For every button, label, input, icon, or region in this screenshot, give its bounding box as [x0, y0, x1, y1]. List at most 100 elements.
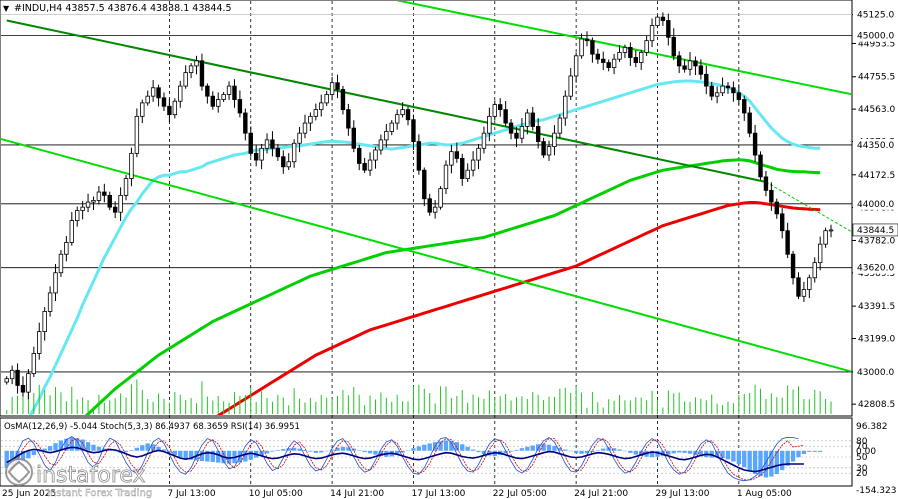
time-tick-label: 7 Jul 13:00 — [167, 489, 216, 499]
candle-body — [671, 36, 676, 57]
candle-body — [438, 188, 443, 208]
osma-bar — [568, 450, 573, 452]
candle-body — [828, 229, 834, 232]
candle-body — [221, 94, 226, 100]
rsi-line — [6, 446, 804, 473]
osma-bar — [536, 444, 541, 451]
candle-body — [720, 85, 725, 94]
osma-bar — [731, 450, 736, 462]
candle-body — [725, 85, 731, 89]
candle-body — [693, 60, 698, 67]
candle-body — [297, 132, 302, 144]
price-tick-label: 44953.5 — [858, 39, 895, 49]
candle-body — [123, 178, 129, 196]
candle-body — [394, 114, 400, 124]
price-tick-label: 44563.0 — [858, 105, 895, 115]
candle-body — [774, 201, 779, 215]
osma-bar — [687, 450, 693, 454]
dropdown-triangle-icon[interactable]: ▼ — [3, 4, 10, 13]
osma-bar — [763, 450, 769, 478]
candle-body — [140, 102, 145, 117]
osma-bar — [400, 450, 405, 453]
level-label-box — [853, 365, 898, 378]
candle-body — [178, 85, 183, 102]
candle-body — [53, 272, 58, 294]
candle-body — [736, 92, 742, 100]
osma-bar — [508, 450, 514, 452]
candle-body — [546, 146, 552, 156]
candle-body — [503, 109, 508, 124]
osma-bar — [525, 446, 530, 451]
candle-body — [573, 55, 579, 77]
level-labels: 45125.0 45000.0 44350.0 44000.0 43620.0 43000… — [852, 8, 898, 378]
osma-bar — [503, 450, 508, 454]
osma-bar — [584, 450, 590, 454]
candle-body — [275, 147, 281, 158]
candle-body — [232, 85, 237, 100]
candle-body — [552, 132, 557, 148]
candle-body — [584, 38, 590, 42]
osma-bar — [91, 444, 96, 451]
candle-body — [579, 38, 584, 57]
candle-body — [42, 311, 47, 333]
candle-body — [64, 242, 69, 255]
osma-bar — [85, 442, 91, 451]
osma-bar — [53, 443, 58, 451]
osma-bar — [465, 446, 470, 451]
symbol-header: #INDU,H4 43857.5 43876.4 43838.1 43844.5 — [14, 3, 232, 14]
candle-body — [535, 126, 541, 142]
candle-body — [150, 87, 156, 97]
osma-bar — [313, 450, 318, 453]
candle-body — [807, 277, 812, 290]
osma-bar — [264, 450, 270, 454]
osma-bar — [698, 450, 704, 457]
osma-bar — [37, 450, 42, 452]
level-label-box — [853, 138, 898, 151]
instaforex-logo-icon — [5, 458, 33, 486]
candle-body — [4, 378, 9, 383]
osma-bar — [411, 448, 416, 451]
candle-body — [20, 385, 26, 393]
osma-bar — [470, 449, 476, 451]
candle-body — [649, 25, 655, 42]
osma-bar — [557, 447, 563, 451]
osma-bar — [373, 450, 378, 455]
candle-body — [367, 159, 373, 171]
osma-bar — [720, 450, 725, 459]
time-tick-label: 22 Jul 05:00 — [493, 489, 547, 499]
candle-body — [606, 62, 611, 68]
osma-bar — [248, 450, 253, 460]
level-label: 45000.0 — [857, 32, 894, 42]
osma-bar — [682, 450, 687, 453]
current-price-label: 43844.5 — [857, 226, 894, 236]
candle-body — [628, 47, 633, 58]
time-tick-label: 25 Jun 2025 — [2, 489, 56, 499]
candle-body — [611, 58, 617, 68]
candle-body — [704, 73, 709, 87]
osma-bar — [790, 450, 796, 462]
osma-bar — [286, 448, 291, 451]
candle-body — [817, 243, 823, 264]
osma-bar — [156, 446, 161, 451]
candle-body — [460, 157, 465, 179]
osma-bar — [633, 450, 638, 455]
channel-line — [765, 181, 851, 232]
osma-bar — [31, 450, 36, 456]
candle-body — [80, 206, 85, 211]
candle-body — [416, 141, 422, 171]
osma-bar — [107, 449, 112, 451]
candle-body — [112, 206, 118, 213]
candle-body — [492, 104, 497, 117]
candle-body — [373, 149, 378, 161]
candle-body — [443, 164, 449, 190]
candle-body — [378, 139, 384, 151]
osma-bar — [96, 446, 102, 451]
candle-body — [346, 109, 351, 129]
osma-bar — [725, 450, 731, 460]
osma-bar — [617, 449, 622, 451]
time-tick-label: 10 Jul 05:00 — [249, 489, 303, 499]
candle-body — [248, 132, 253, 154]
time-tick-label: 29 Jul 13:00 — [655, 489, 709, 499]
candle-body — [823, 230, 828, 245]
